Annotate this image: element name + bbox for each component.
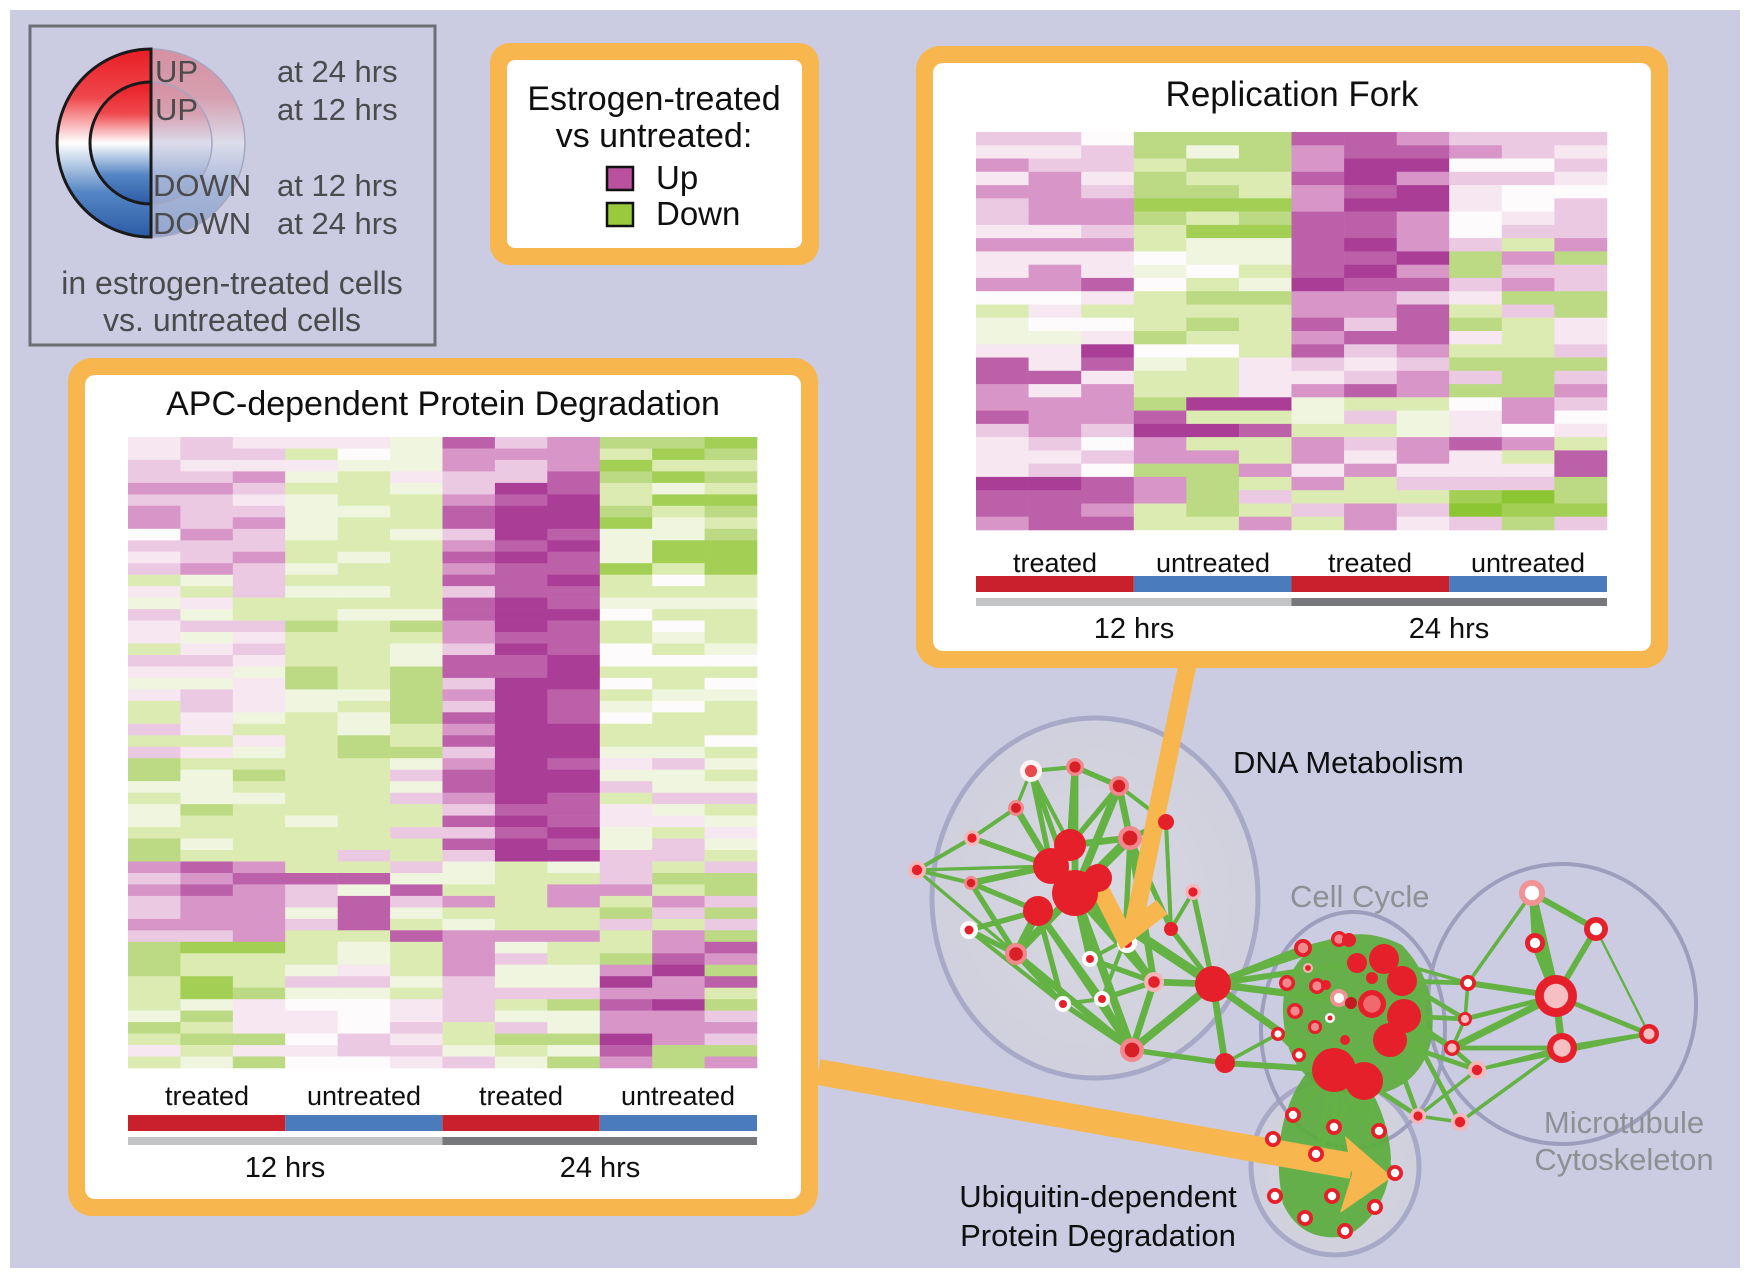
svg-text:Protein Degradation: Protein Degradation [960, 1218, 1236, 1253]
svg-text:at 24 hrs: at 24 hrs [277, 54, 398, 89]
svg-text:vs. untreated cells: vs. untreated cells [103, 302, 361, 338]
svg-text:Microtubule: Microtubule [1544, 1105, 1704, 1140]
svg-text:12 hrs: 12 hrs [1094, 613, 1175, 645]
svg-text:Ubiquitin-dependent: Ubiquitin-dependent [959, 1179, 1237, 1214]
svg-text:treated: treated [1013, 548, 1097, 578]
svg-text:treated: treated [479, 1081, 563, 1111]
svg-text:Replication Fork: Replication Fork [1166, 75, 1419, 114]
svg-text:Up: Up [656, 159, 698, 196]
svg-text:Cytoskeleton: Cytoskeleton [1534, 1142, 1713, 1177]
svg-text:Cell Cycle: Cell Cycle [1290, 879, 1430, 914]
svg-text:24 hrs: 24 hrs [560, 1152, 641, 1184]
svg-text:untreated: untreated [621, 1081, 735, 1111]
svg-text:at 12 hrs: at 12 hrs [277, 168, 398, 203]
svg-text:at 12 hrs: at 12 hrs [277, 92, 398, 127]
svg-text:APC-dependent Protein Degradat: APC-dependent Protein Degradation [166, 385, 720, 423]
svg-text:UP: UP [155, 92, 198, 127]
svg-text:at 24 hrs: at 24 hrs [277, 206, 398, 241]
svg-text:treated: treated [1328, 548, 1412, 578]
svg-text:vs untreated:: vs untreated: [556, 117, 753, 155]
svg-text:DOWN: DOWN [153, 206, 251, 241]
svg-text:DNA Metabolism: DNA Metabolism [1233, 745, 1464, 780]
svg-text:untreated: untreated [1156, 548, 1270, 578]
svg-text:DOWN: DOWN [153, 168, 251, 203]
svg-text:in estrogen-treated cells: in estrogen-treated cells [61, 265, 403, 301]
svg-text:untreated: untreated [307, 1081, 421, 1111]
svg-text:24 hrs: 24 hrs [1409, 613, 1490, 645]
svg-text:untreated: untreated [1471, 548, 1585, 578]
svg-text:treated: treated [165, 1081, 249, 1111]
svg-text:Estrogen-treated: Estrogen-treated [527, 80, 780, 118]
svg-text:12 hrs: 12 hrs [245, 1152, 326, 1184]
svg-text:Down: Down [656, 195, 740, 232]
svg-text:UP: UP [155, 54, 198, 89]
